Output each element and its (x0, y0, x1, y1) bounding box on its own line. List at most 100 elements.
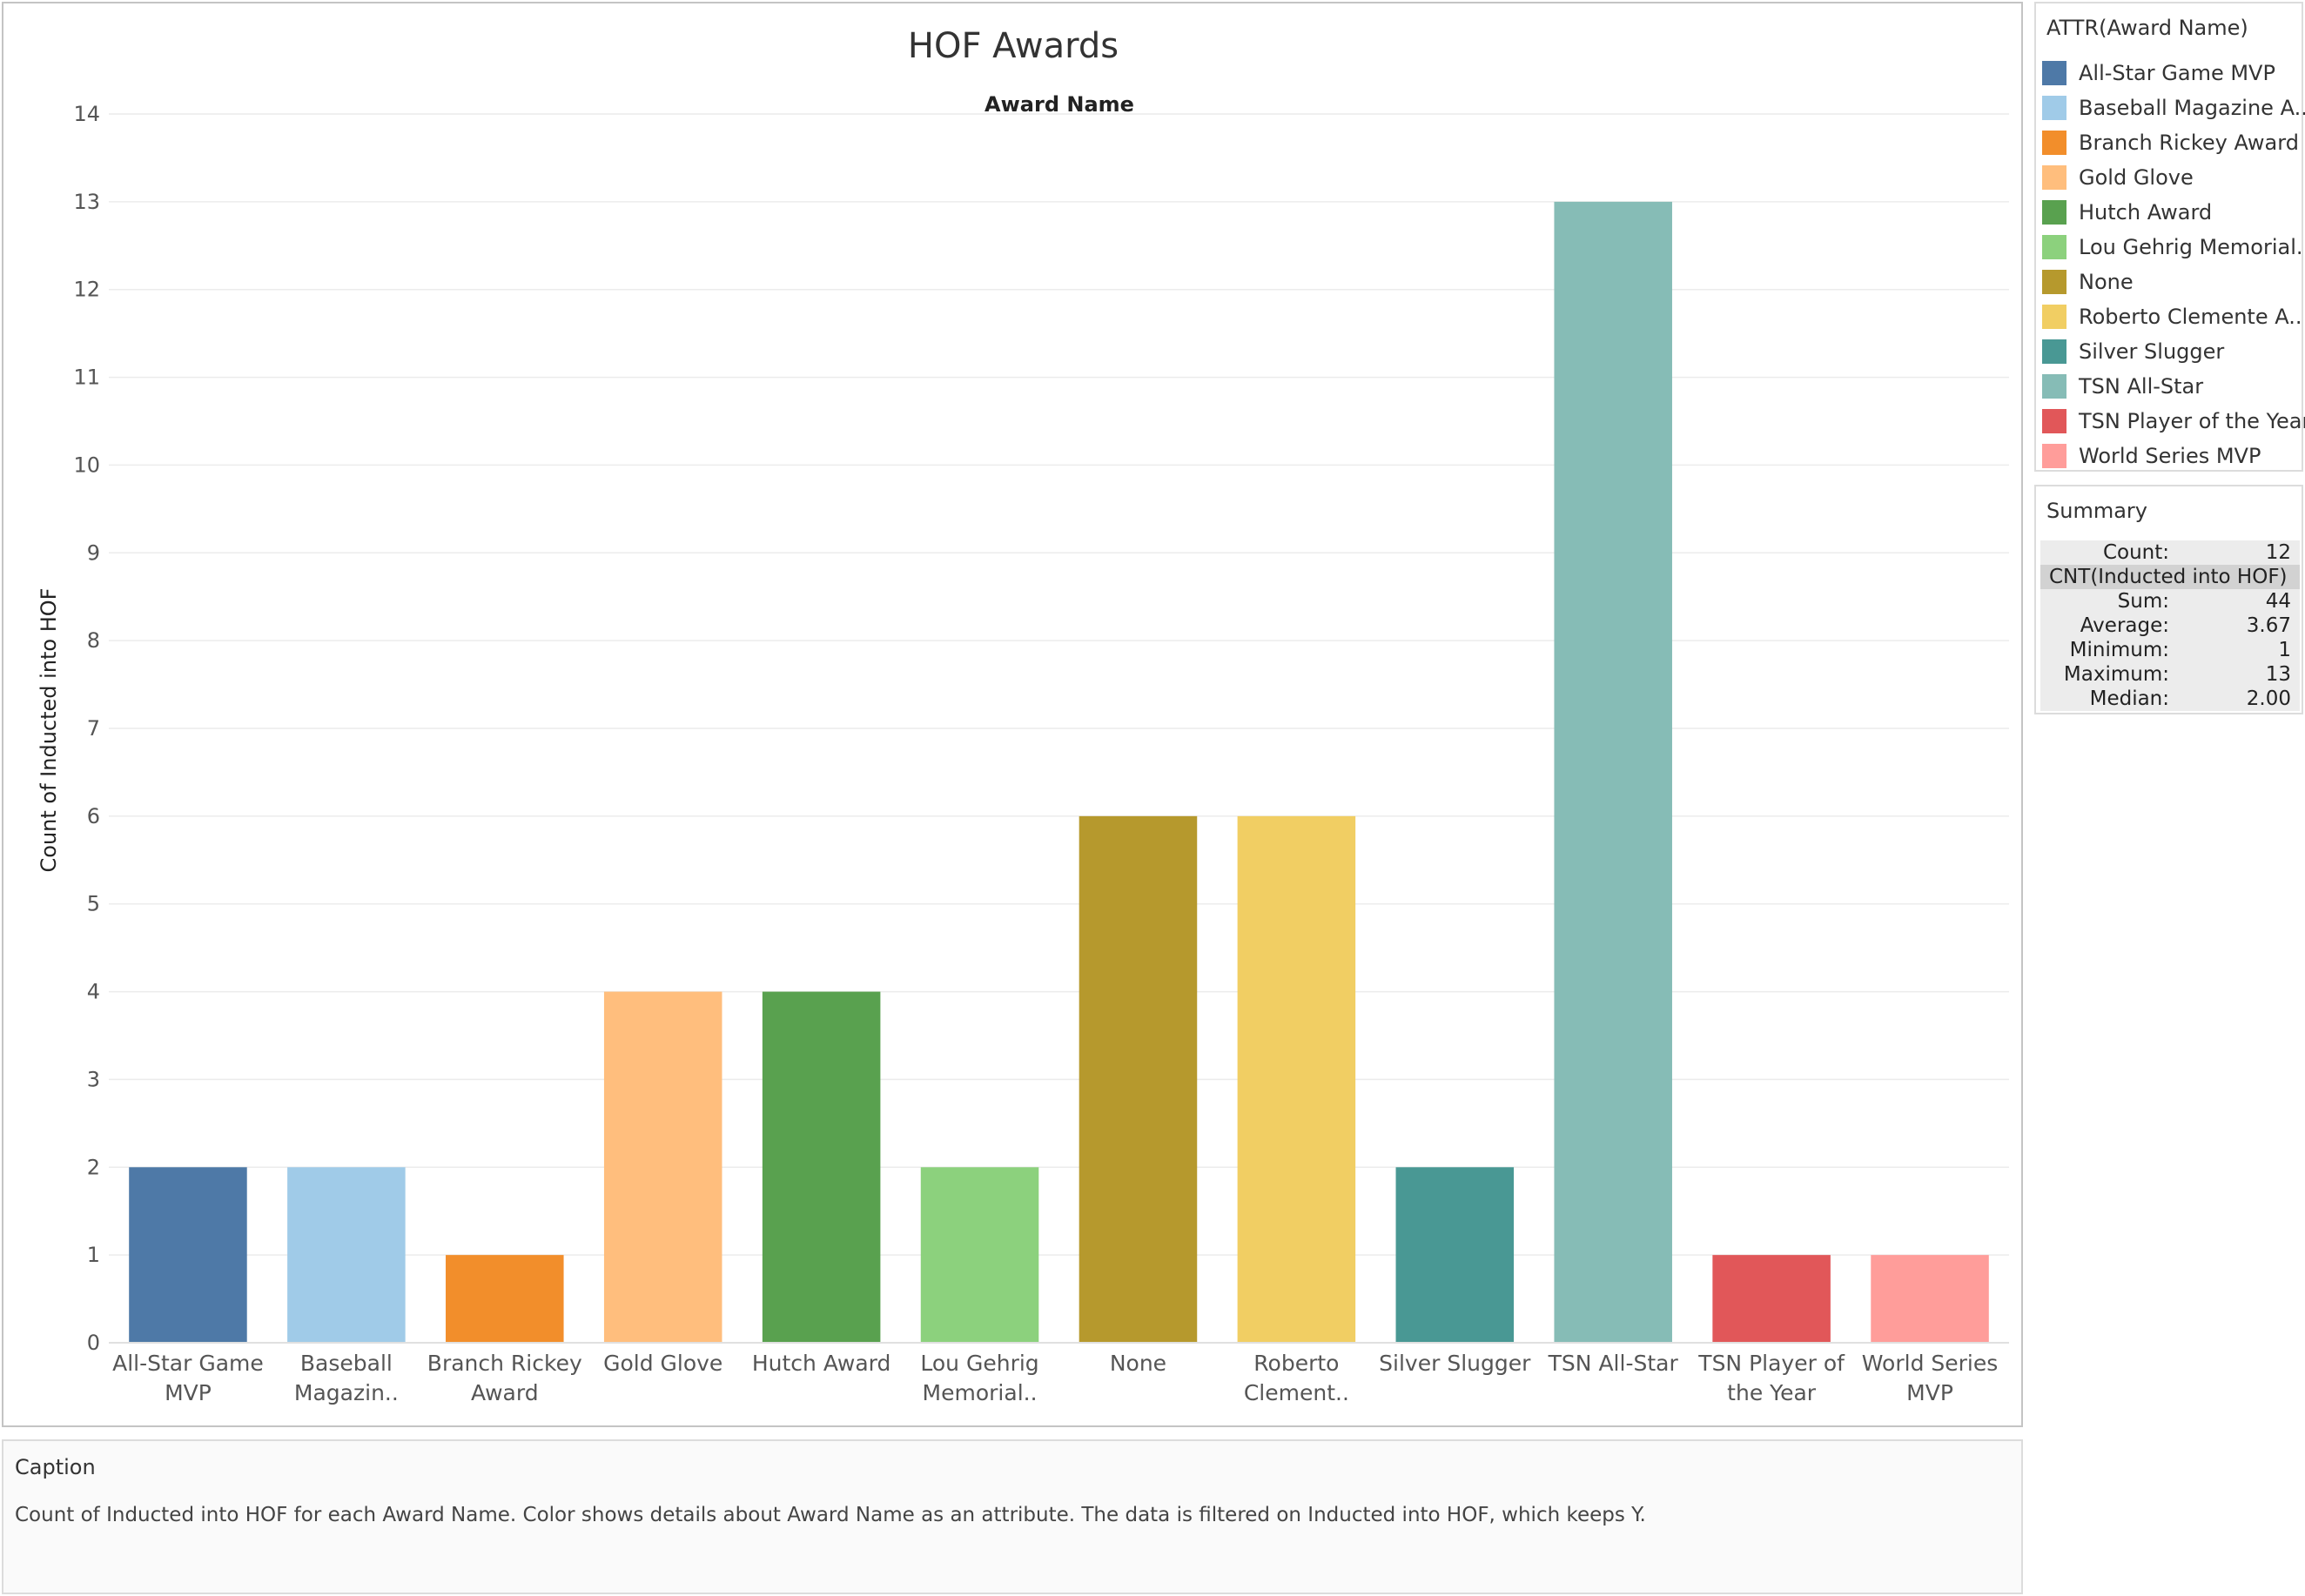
legend-swatch (2042, 131, 2066, 155)
summary-minimum-row: Minimum: 1 (2040, 638, 2300, 662)
summary-average-value: 3.67 (2246, 614, 2291, 637)
legend-item[interactable]: None (2042, 266, 2134, 298)
x-tick-label: Branch Rickey (427, 1351, 582, 1376)
x-tick-label: Roberto (1253, 1351, 1339, 1376)
legend-item[interactable]: TSN All-Star (2042, 371, 2203, 402)
legend-label: Hutch Award (2079, 200, 2213, 225)
summary-title: Summary (2046, 499, 2147, 523)
x-tick-label: Baseball (300, 1351, 393, 1376)
y-tick-label: 3 (87, 1067, 100, 1091)
legend-item[interactable]: Silver Slugger (2042, 336, 2224, 367)
y-tick-label: 0 (87, 1331, 100, 1355)
legend-label: Gold Glove (2079, 165, 2194, 190)
bar[interactable] (603, 991, 722, 1343)
summary-maximum-row: Maximum: 13 (2040, 662, 2300, 687)
y-axis-label: Count of Inducted into HOF (37, 588, 61, 873)
summary-sum-value: 44 (2265, 590, 2291, 613)
y-tick-label: 13 (73, 190, 100, 214)
y-tick-label: 12 (73, 278, 100, 302)
legend-label: Lou Gehrig Memorial.. (2079, 235, 2305, 259)
legend-label: None (2079, 270, 2134, 294)
x-tick-label: TSN All-Star (1548, 1351, 1679, 1376)
y-tick-label: 1 (87, 1243, 100, 1267)
x-tick-label: Hutch Award (752, 1351, 891, 1376)
chart-title: HOF Awards (908, 26, 1119, 66)
summary-count-row: Count: 12 (2040, 540, 2300, 565)
summary-measure-row: CNT(Inducted into HOF) (2040, 565, 2300, 589)
y-tick-label: 14 (73, 102, 100, 126)
bar[interactable] (1554, 201, 1672, 1343)
legend-item[interactable]: Branch Rickey Award (2042, 127, 2299, 158)
x-tick-label: Memorial.. (923, 1380, 1038, 1405)
legend-item[interactable]: World Series MVP (2042, 440, 2261, 472)
x-tick-label: MVP (1906, 1380, 1953, 1405)
x-tick-label: TSN Player of (1697, 1351, 1845, 1376)
summary-median-value: 2.00 (2246, 687, 2291, 710)
legend-swatch (2042, 235, 2066, 259)
color-legend: ATTR(Award Name) All-Star Game MVP Baseba… (2034, 2, 2305, 472)
summary-count-value: 12 (2265, 541, 2291, 564)
legend-swatch (2042, 61, 2066, 85)
bar[interactable] (446, 1255, 564, 1343)
caption-text: Count of Inducted into HOF for each Awar… (15, 1504, 1646, 1526)
legend-swatch (2042, 374, 2066, 399)
y-tick-label: 2 (87, 1155, 100, 1179)
x-tick-label: Award (471, 1380, 539, 1405)
bar[interactable] (1395, 1167, 1515, 1343)
summary-card: Summary Count: 12 CNT(Inducted into HOF)… (2034, 485, 2303, 714)
legend-item[interactable]: Lou Gehrig Memorial.. (2042, 231, 2305, 263)
x-tick-label: Lou Gehrig (920, 1351, 1038, 1376)
legend-item[interactable]: All-Star Game MVP (2042, 57, 2275, 89)
y-tick-label: 10 (73, 453, 100, 477)
y-tick-label: 9 (87, 540, 100, 565)
summary-minimum-label: Minimum: (2069, 639, 2169, 661)
legend-swatch (2042, 444, 2066, 468)
legend-item[interactable]: Hutch Award (2042, 197, 2212, 228)
x-tick-label: Magazin.. (294, 1380, 399, 1405)
legend-swatch (2042, 270, 2066, 294)
bar[interactable] (920, 1167, 1039, 1343)
x-tick-label: All-Star Game (112, 1351, 264, 1376)
x-tick-label: Silver Slugger (1379, 1351, 1531, 1376)
bar[interactable] (1712, 1255, 1831, 1343)
summary-median-row: Median: 2.00 (2040, 687, 2300, 711)
x-tick-label: MVP (165, 1380, 212, 1405)
legend-item[interactable]: Baseball Magazine A.. (2042, 92, 2305, 124)
summary-measure-label: CNT(Inducted into HOF) (2049, 566, 2288, 588)
legend-swatch (2042, 305, 2066, 329)
summary-average-label: Average: (2080, 614, 2169, 637)
y-tick-label: 4 (87, 980, 100, 1004)
legend-swatch (2042, 200, 2066, 225)
x-tick-label: World Series (1862, 1351, 1998, 1376)
legend-label: Baseball Magazine A.. (2079, 96, 2305, 120)
summary-sum-label: Sum: (2117, 590, 2169, 613)
bar[interactable] (287, 1167, 406, 1343)
legend-item[interactable]: Gold Glove (2042, 162, 2194, 193)
legend-title: ATTR(Award Name) (2046, 16, 2248, 40)
bar[interactable] (1079, 815, 1198, 1343)
legend-label: TSN Player of the Year (2079, 409, 2305, 433)
caption-panel: Caption Count of Inducted into HOF for e… (2, 1439, 2023, 1594)
y-tick-label: 8 (87, 628, 100, 653)
legend-label: TSN All-Star (2079, 374, 2204, 399)
legend-label: All-Star Game MVP (2079, 61, 2275, 85)
legend-swatch (2042, 339, 2066, 364)
summary-minimum-value: 1 (2278, 639, 2291, 661)
legend-label: Branch Rickey Award (2079, 131, 2299, 155)
summary-count-label: Count: (2102, 541, 2169, 564)
y-tick-label: 7 (87, 716, 100, 741)
summary-sum-row: Sum: 44 (2040, 589, 2300, 614)
summary-maximum-label: Maximum: (2063, 663, 2169, 686)
bar[interactable] (1237, 815, 1356, 1343)
bar[interactable] (762, 991, 881, 1343)
legend-label: Roberto Clemente A.. (2079, 305, 2302, 329)
bar[interactable] (129, 1167, 247, 1343)
legend-label: World Series MVP (2079, 444, 2261, 468)
legend-item[interactable]: Roberto Clemente A.. (2042, 301, 2302, 332)
caption-title: Caption (15, 1455, 96, 1479)
y-tick-label: 6 (87, 804, 100, 828)
legend-item[interactable]: TSN Player of the Year (2042, 406, 2305, 437)
summary-maximum-value: 13 (2265, 663, 2291, 686)
bar[interactable] (1871, 1255, 1989, 1343)
